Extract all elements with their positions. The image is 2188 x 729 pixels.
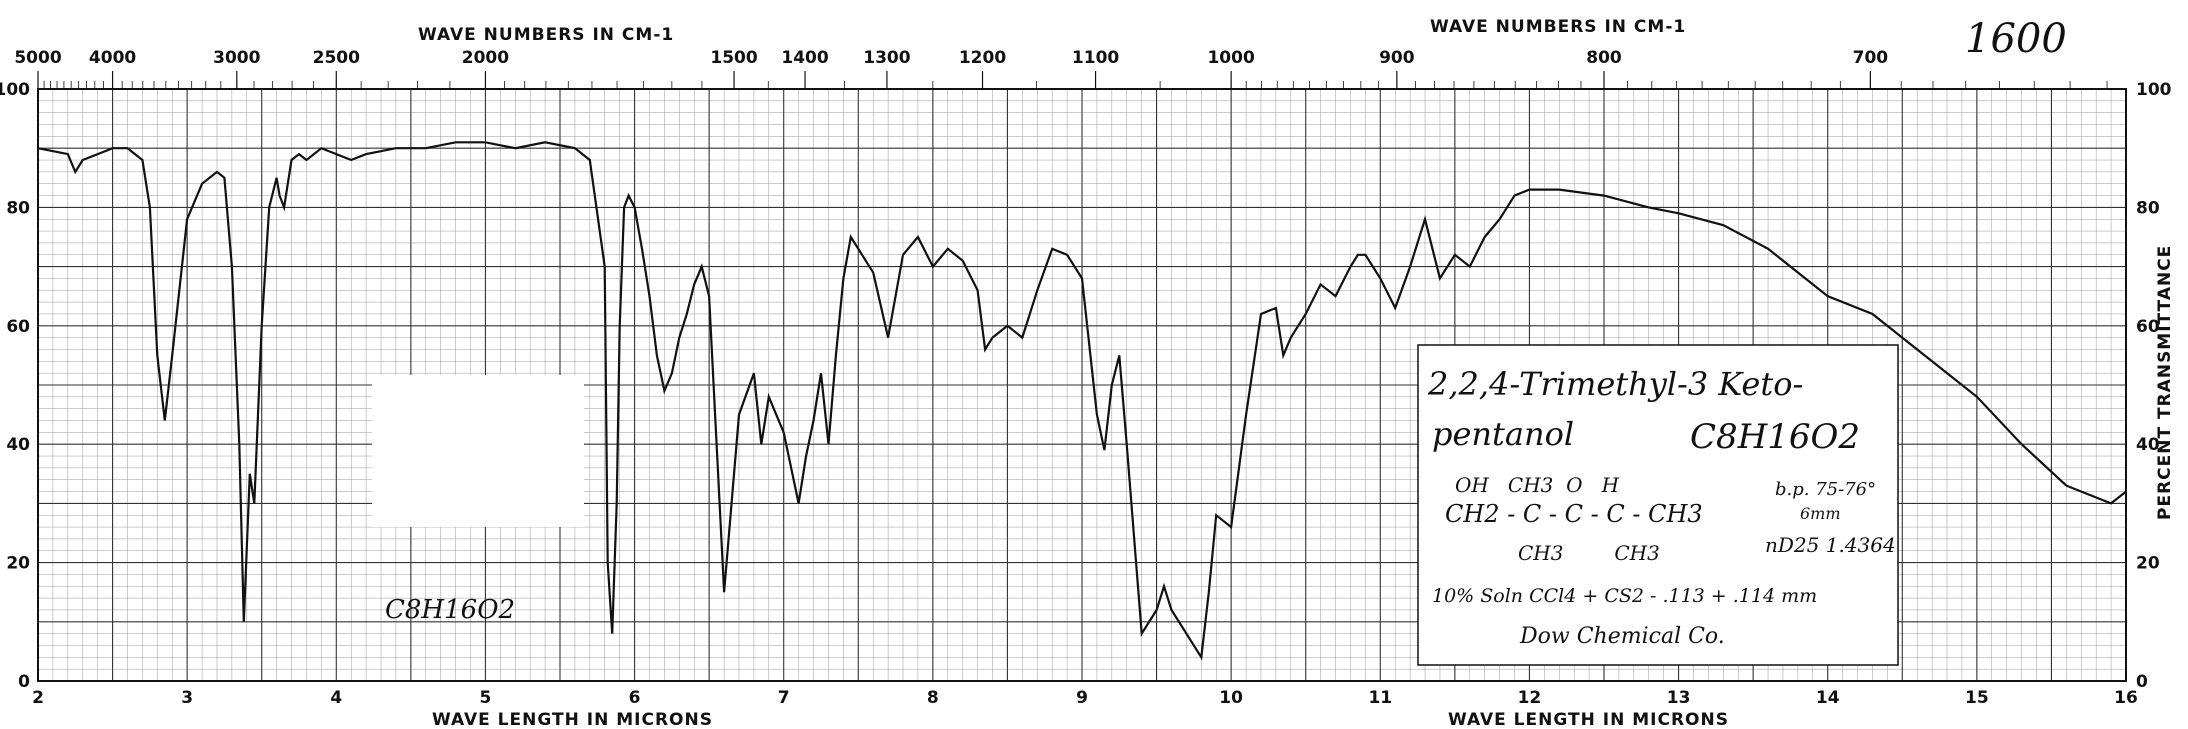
y-tick-label-right: 20 (2136, 554, 2160, 574)
wavenumber-tick-label: 1500 (710, 48, 757, 68)
x-tick-label: 16 (2114, 688, 2138, 708)
x-tick-label: 6 (629, 688, 641, 708)
x-tick-label: 4 (330, 688, 342, 708)
x-tick-label: 2 (32, 688, 44, 708)
x-tick-label: 12 (1518, 688, 1542, 708)
y-tick-label-right: 40 (2136, 435, 2160, 455)
spectrum-line (37, 141, 2127, 661)
top-title-left: WAVE NUMBERS IN CM-1 (418, 25, 674, 45)
pencil-note: C8H16O2 (385, 595, 515, 625)
x-tick-label: 8 (927, 688, 939, 708)
x-tick-label: 11 (1368, 688, 1392, 708)
x-tick-label: 15 (1965, 688, 1989, 708)
compound-card-box (1417, 344, 1899, 666)
compound-formula: C8H16O2 (1690, 417, 1860, 457)
wavenumber-tick-label: 2000 (462, 48, 509, 68)
y-tick-label-left: 40 (6, 435, 30, 455)
wavenumber-axis: 5000 4000 3000 2500 2000 1500 1400 1300 1200 1100… (14, 48, 2108, 89)
y-tick-label-right: 80 (2136, 198, 2160, 218)
blank-patch (372, 375, 584, 527)
compound-name-line1: 2,2,4-Trimethyl-3 Keto- (1427, 365, 1803, 403)
y-axis-right: 0 20 40 60 80 100 (2136, 80, 2172, 692)
wavenumber-tick-label: 900 (1379, 48, 1415, 68)
wavenumber-tick-label: 700 (1853, 48, 1889, 68)
wavenumber-tick-label: 1200 (959, 48, 1006, 68)
x-tick-label: 3 (181, 688, 193, 708)
x-tick-label: 10 (1219, 688, 1243, 708)
y-tick-label-right: 100 (2136, 80, 2172, 100)
source-note: Dow Chemical Co. (1519, 624, 1725, 649)
structure-bottom: CH3 CH3 (1518, 541, 1660, 565)
x-tick-label: 14 (1816, 688, 1840, 708)
y-tick-label-right: 60 (2136, 317, 2160, 337)
compound-name-line2: pentanol (1432, 415, 1574, 453)
wavenumber-tick-label: 2500 (313, 48, 360, 68)
x-tick-label: 5 (480, 688, 492, 708)
xlabel-right: WAVE LENGTH IN MICRONS (1448, 710, 1729, 729)
y-tick-label-left: 0 (18, 672, 30, 692)
compound-card: 2,2,4-Trimethyl-3 Keto- pentanol C8H16O2… (1417, 344, 1899, 666)
structure-mid: CH2 - C - C - C - CH3 (1445, 500, 1703, 528)
solution-note: 10% Soln CCl4 + CS2 - .113 + .114 mm (1432, 585, 1817, 607)
wavenumber-tick-label: 4000 (89, 48, 136, 68)
y-tick-label-left: 80 (6, 198, 30, 218)
y-tick-label-left: 20 (6, 554, 30, 574)
y-tick-label-right: 0 (2136, 672, 2148, 692)
structure-top: OH CH3 O H (1455, 473, 1620, 497)
refractive-index: nD25 1.4364 (1765, 533, 1896, 557)
y-tick-label-left: 100 (0, 80, 30, 100)
chart-number: 1600 (1965, 16, 2067, 62)
x-tick-label: 7 (778, 688, 790, 708)
wavenumber-tick-label: 5000 (14, 48, 61, 68)
wavenumber-tick-label: 1400 (781, 48, 828, 68)
xlabel-left: WAVE LENGTH IN MICRONS (432, 710, 713, 729)
wavenumber-tick-label: 1300 (863, 48, 910, 68)
boiling-pressure: 6mm (1800, 504, 1841, 523)
boiling-point: b.p. 75-76° (1775, 479, 1876, 500)
x-axis: 2 3 4 5 6 7 8 9 10 11 12 13 14 15 16 (32, 688, 2138, 708)
wavenumber-tick-label: 1000 (1207, 48, 1254, 68)
y-tick-label-left: 60 (6, 317, 30, 337)
top-title-right: WAVE NUMBERS IN CM-1 (1430, 17, 1686, 37)
x-tick-label: 13 (1667, 688, 1691, 708)
wavenumber-tick-label: 3000 (213, 48, 260, 68)
ylabel-right: PERCENT TRANSMITTANCE (2155, 245, 2175, 520)
y-axis-left: 0 20 40 60 80 100 (0, 80, 30, 692)
x-tick-label: 9 (1076, 688, 1088, 708)
wavenumber-tick-label: 1100 (1072, 48, 1119, 68)
wavenumber-tick-label: 800 (1586, 48, 1622, 68)
plot-frame (37, 88, 2127, 682)
